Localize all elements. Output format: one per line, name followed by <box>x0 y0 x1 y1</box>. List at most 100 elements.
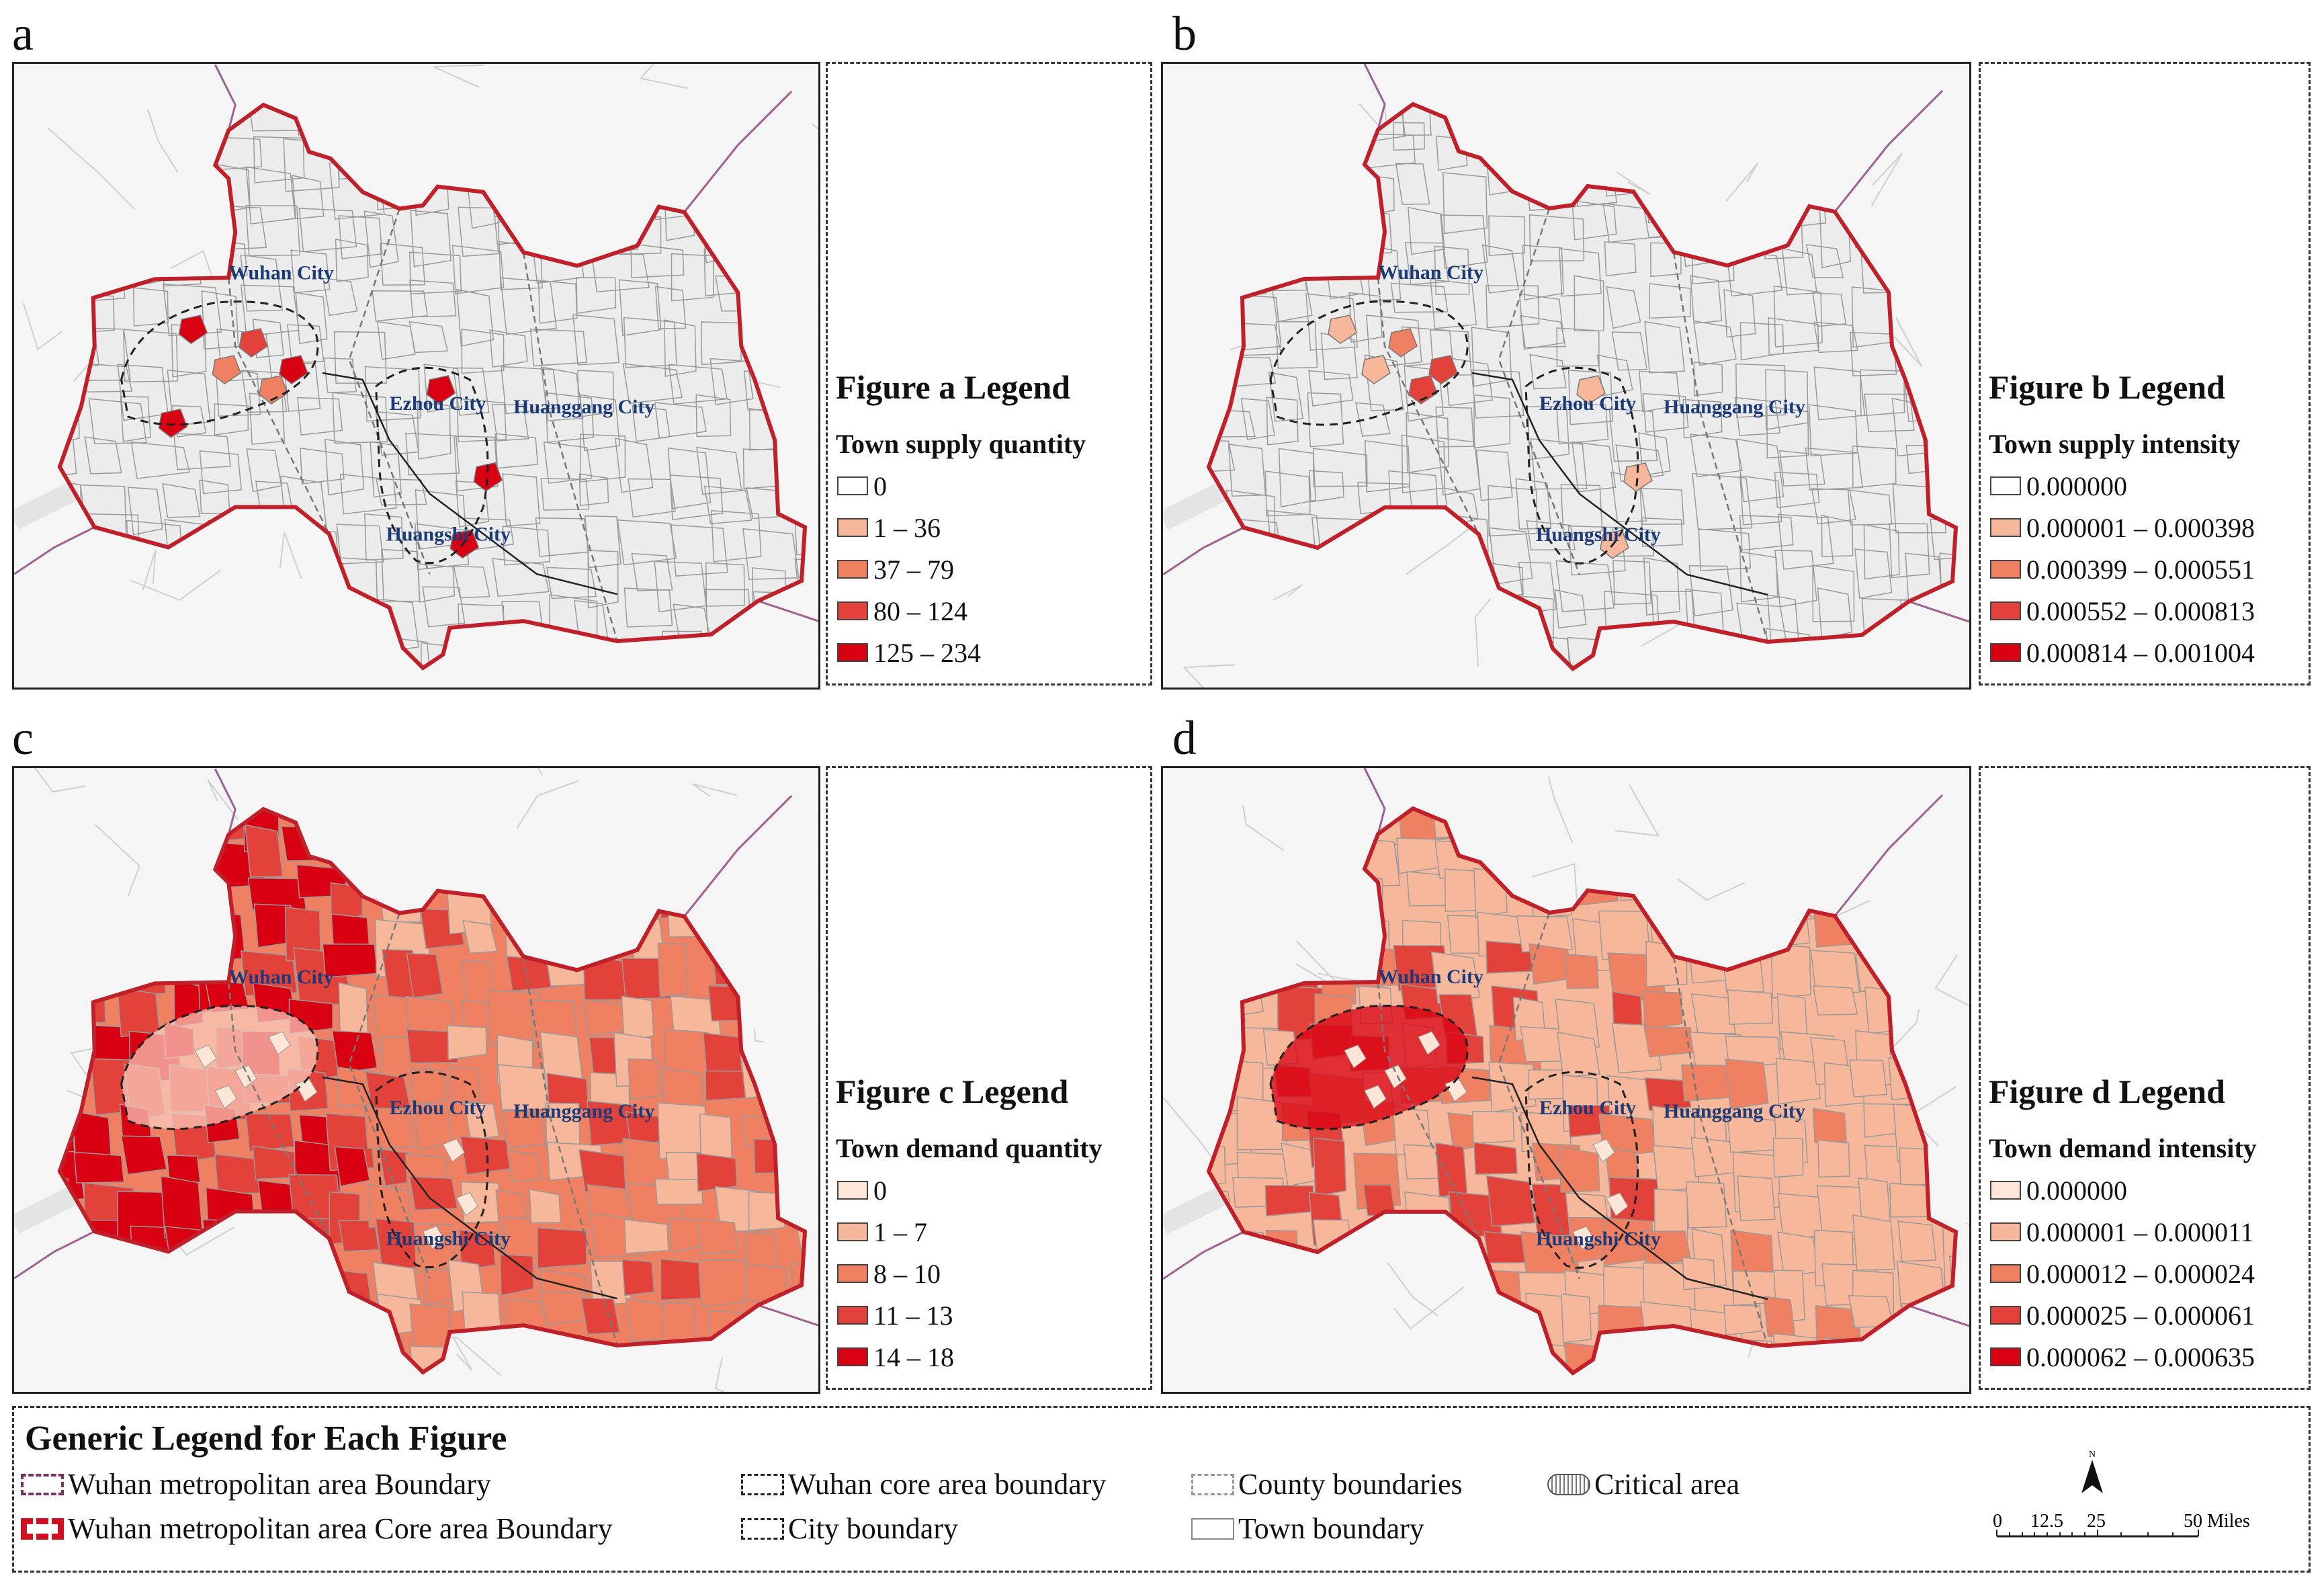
critical-area-label: Critical area <box>1594 1468 1740 1501</box>
legend-class-b-4: 0.000814 – 0.001004 <box>1990 634 2255 671</box>
legend-b: Figure b Legend Town supply intensity 0.00… <box>1979 62 2311 685</box>
critical-area-wuhan <box>120 300 319 426</box>
legend-class-label: 0 <box>873 470 887 501</box>
supply-town <box>1328 315 1357 344</box>
map-label-wuhan: Wuhan City <box>228 966 334 988</box>
city-boundary-symbol <box>741 1517 784 1540</box>
critical-area-ezhou <box>375 366 489 565</box>
map-label-huangshi: Huangshi City <box>386 1227 511 1249</box>
legend-class-d-1: 0.000001 – 0.000011 <box>1990 1213 2254 1251</box>
map-label-ezhou: Ezhou City <box>390 1097 486 1119</box>
map-label-ezhou: Ezhou City <box>1539 1097 1636 1119</box>
legend-class-b-2: 0.000399 – 0.000551 <box>1990 550 2255 588</box>
legend-swatch <box>837 601 868 620</box>
legend-class-label: 80 – 124 <box>873 595 967 626</box>
legend-item-metro-boundary: Wuhan metropolitan area Boundary <box>21 1467 491 1501</box>
legend-d: Figure d Legend Town demand intensity 0.00… <box>1979 766 2311 1390</box>
legend-swatch <box>837 560 868 579</box>
critical-area-ezhou <box>375 1071 489 1269</box>
metro-core-boundary-label: Wuhan metropolitan area Core area Bounda… <box>68 1512 613 1545</box>
legend-class-b-1: 0.000001 – 0.000398 <box>1990 509 2255 546</box>
legend-class-label: 0.000025 – 0.000061 <box>2026 1300 2255 1331</box>
scale-tick-25: 25 <box>2087 1511 2106 1532</box>
legend-c: Figure c Legend Town demand quantity 0 1 – … <box>826 766 1152 1390</box>
map-svg-a: Wuhan City Ezhou City Huanggang City Huangs… <box>14 64 818 671</box>
legend-subtitle-a: Town supply quantity <box>836 429 1086 459</box>
city-boundary-label: City boundary <box>788 1512 958 1545</box>
supply-town <box>1623 462 1653 492</box>
metro-boundary-label: Wuhan metropolitan area Boundary <box>68 1468 491 1501</box>
supply-town <box>279 355 308 384</box>
legend-class-a-1: 1 – 36 <box>837 509 941 546</box>
map-label-huangshi: Huangshi City <box>386 523 511 545</box>
supply-town <box>178 315 208 345</box>
legend-item-county-boundary: County boundaries <box>1191 1467 1463 1501</box>
legend-class-label: 0.000399 – 0.000551 <box>2026 554 2255 585</box>
town-boundary-symbol <box>1191 1517 1234 1540</box>
generic-legend: Generic Legend for Each Figure Wuhan met… <box>12 1406 2311 1573</box>
legend-class-d-3: 0.000025 – 0.000061 <box>1990 1296 2255 1334</box>
county-boundary-label: County boundaries <box>1238 1468 1463 1501</box>
legend-title-b: Figure b Legend <box>1989 368 2225 406</box>
legend-item-critical-area: Critical area <box>1547 1467 1739 1501</box>
legend-class-label: 8 – 10 <box>873 1258 941 1289</box>
metro-boundary-symbol <box>21 1473 64 1495</box>
legend-item-metro-core-boundary: Wuhan metropolitan area Core area Bounda… <box>21 1511 613 1546</box>
legend-swatch <box>837 1181 868 1200</box>
legend-swatch <box>1990 1347 2021 1366</box>
panel-letter-d: d <box>1172 711 1197 765</box>
legend-swatch <box>837 1347 868 1366</box>
legend-swatch <box>1990 1181 2021 1200</box>
scale-tick-50: 50 Miles <box>2184 1511 2250 1532</box>
legend-swatch <box>1990 1222 2021 1241</box>
legend-class-label: 1 – 36 <box>873 512 941 543</box>
supply-town <box>212 355 242 384</box>
legend-class-label: 0.000000 <box>2026 470 2127 501</box>
legend-swatch <box>1990 1264 2021 1283</box>
legend-class-label: 11 – 13 <box>873 1300 953 1331</box>
legend-swatch <box>837 1264 868 1283</box>
legend-class-label: 0.000000 <box>2026 1175 2127 1206</box>
legend-swatch <box>837 518 868 537</box>
metro-core-boundary-symbol <box>21 1517 64 1540</box>
supply-town <box>1600 530 1629 559</box>
legend-item-city-boundary: City boundary <box>741 1511 958 1546</box>
county-boundary-symbol <box>1191 1473 1234 1495</box>
legend-swatch <box>1990 1306 2021 1325</box>
critical-area-symbol <box>1547 1473 1590 1495</box>
legend-swatch <box>1990 476 2021 495</box>
legend-class-c-2: 8 – 10 <box>837 1255 941 1292</box>
legend-class-c-1: 1 – 7 <box>837 1213 927 1251</box>
core-boundary-symbol <box>741 1473 784 1495</box>
legend-swatch <box>1990 643 2021 662</box>
core-boundary-label: Wuhan core area boundary <box>788 1468 1107 1501</box>
legend-subtitle-c: Town demand quantity <box>836 1133 1103 1163</box>
supply-town <box>426 375 456 405</box>
map-label-wuhan: Wuhan City <box>228 261 334 284</box>
legend-class-c-0: 0 <box>837 1171 887 1209</box>
legend-class-a-4: 125 – 234 <box>837 634 981 671</box>
legend-class-label: 0.000814 – 0.001004 <box>2026 637 2255 668</box>
map-svg-b: Wuhan City Ezhou City Huanggang City Huangs… <box>1163 64 1969 688</box>
map-panel-a: Wuhan City Ezhou City Huanggang City Huangs… <box>12 62 820 690</box>
critical-area-wuhan <box>1269 300 1469 426</box>
legend-class-label: 0.000062 – 0.000635 <box>2026 1341 2255 1372</box>
map-label-wuhan: Wuhan City <box>1378 261 1483 284</box>
legend-class-d-2: 0.000012 – 0.000024 <box>1990 1255 2255 1292</box>
legend-class-label: 1 – 7 <box>873 1216 927 1247</box>
map-label-ezhou: Ezhou City <box>390 392 486 415</box>
supply-town <box>1576 375 1606 405</box>
legend-title-a: Figure a Legend <box>836 368 1071 406</box>
legend-swatch <box>837 1306 868 1325</box>
legend-class-label: 0.000012 – 0.000024 <box>2026 1258 2255 1289</box>
map-svg-c: Wuhan City Ezhou City Huanggang City Huangs… <box>14 768 818 1392</box>
legend-swatch <box>837 476 868 495</box>
legend-class-label: 125 – 234 <box>873 637 981 668</box>
legend-class-label: 0.000001 – 0.000011 <box>2026 1216 2254 1247</box>
legend-class-d-4: 0.000062 – 0.000635 <box>1990 1338 2255 1376</box>
scale-bar: N 0 12.5 25 50 Miles <box>1993 1450 2250 1538</box>
legend-class-label: 14 – 18 <box>873 1341 954 1372</box>
legend-title-c: Figure c Legend <box>836 1073 1069 1110</box>
legend-class-label: 0 <box>873 1175 887 1206</box>
legend-title-d: Figure d Legend <box>1989 1073 2225 1110</box>
